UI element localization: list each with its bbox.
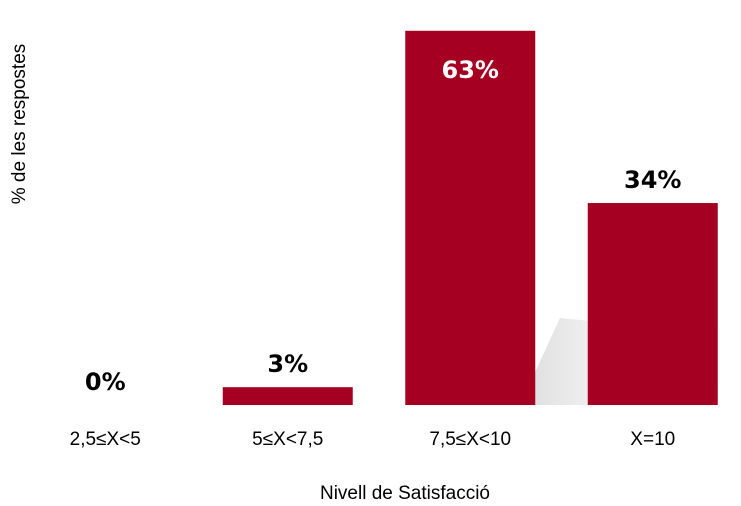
value-label: 3% xyxy=(267,350,308,378)
value-label: 0% xyxy=(85,368,126,396)
value-label: 63% xyxy=(442,56,499,84)
value-label: 34% xyxy=(624,166,681,194)
x-tick-label: 7,5≤X<10 xyxy=(429,429,511,450)
bar xyxy=(222,387,353,405)
y-axis-label: % de les respostes xyxy=(9,44,30,205)
x-tick-label: 5≤X<7,5 xyxy=(252,429,323,450)
x-tick-label: 2,5≤X<5 xyxy=(70,429,141,450)
bar xyxy=(587,203,718,405)
bar xyxy=(405,30,536,406)
x-axis-label: Nivell de Satisfacció xyxy=(320,483,490,504)
x-tick-label: X=10 xyxy=(630,429,675,450)
